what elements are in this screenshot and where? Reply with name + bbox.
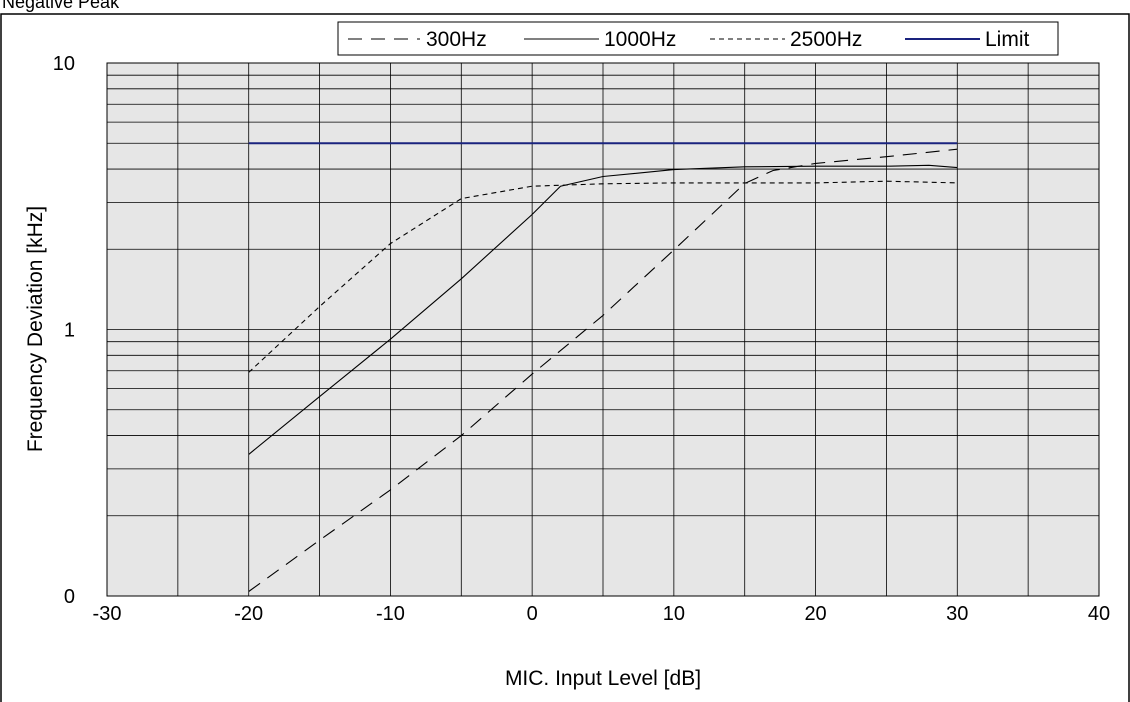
x-tick-label: -10 xyxy=(376,603,405,625)
x-tick-label: -20 xyxy=(234,603,263,625)
x-tick-label: 30 xyxy=(946,603,968,625)
y-tick-label: 0 xyxy=(64,586,75,608)
chart-caption: Negative Peak xyxy=(2,0,120,12)
legend-label-2500hz: 2500Hz xyxy=(790,28,862,51)
legend: 300Hz 1000Hz 2500Hz Limit xyxy=(337,21,1059,56)
grid-lines xyxy=(107,63,1099,596)
x-tick-label: 20 xyxy=(804,603,826,625)
series-layer xyxy=(248,142,958,592)
plot-border xyxy=(106,62,1100,597)
series-line-2500hz xyxy=(248,180,958,373)
legend-label-1000hz: 1000Hz xyxy=(604,28,676,51)
y-tick-label: 10 xyxy=(53,53,75,75)
legend-label-limit: Limit xyxy=(985,28,1030,51)
x-tick-labels: -30 -20 -10 0 10 20 30 40 xyxy=(93,603,1111,625)
legend-label-300hz: 300Hz xyxy=(426,28,487,51)
x-axis-title: MIC. Input Level [dB] xyxy=(505,667,701,690)
x-tick-label: 40 xyxy=(1088,603,1110,625)
y-axis-title: Frequency Deviation [kHz] xyxy=(24,206,47,452)
x-tick-label: -30 xyxy=(93,603,122,625)
x-tick-label: 10 xyxy=(663,603,685,625)
y-tick-label: 1 xyxy=(64,320,75,342)
x-tick-label: 0 xyxy=(527,603,538,625)
series-line-1000hz xyxy=(248,164,958,455)
y-tick-labels: 0 1 10 xyxy=(53,53,75,608)
